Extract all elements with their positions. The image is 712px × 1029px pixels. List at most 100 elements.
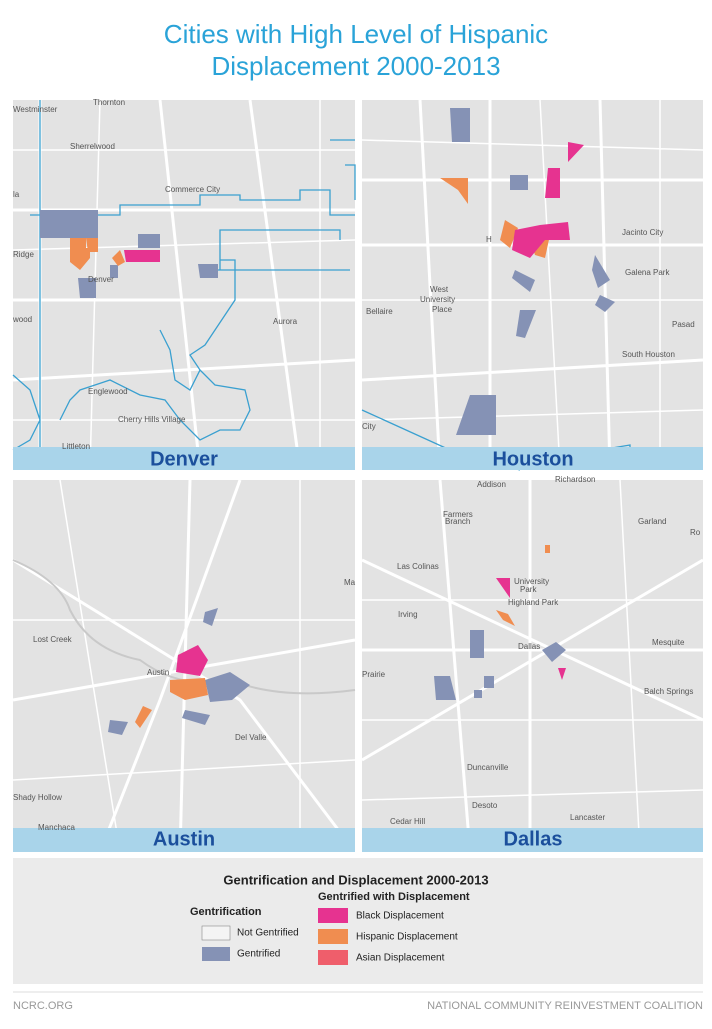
place-label: Place: [432, 305, 453, 314]
place-label: University: [420, 295, 455, 304]
place-label: Englewood: [88, 387, 128, 396]
title-line: Cities with High Level of Hispanic: [164, 19, 548, 49]
city-name: Houston: [492, 448, 573, 470]
place-label: Garland: [638, 517, 666, 526]
place-label: Balch Springs: [644, 687, 693, 696]
place-label: Del Valle: [235, 733, 267, 742]
place-label: Jacinto City: [622, 228, 663, 237]
place-label: Las Colinas: [397, 562, 439, 571]
footer-right: NATIONAL COMMUNITY REINVESTMENT COALITIO…: [427, 1000, 703, 1012]
place-label: Commerce City: [165, 185, 220, 194]
place-label: Desoto: [472, 801, 498, 810]
footer-left: NCRC.ORG: [13, 1000, 73, 1012]
legend-label: Hispanic Displacement: [356, 932, 458, 943]
austin-map: Ma Lost Creek Austin Del Valle Shady Hol…: [12, 479, 357, 853]
place-label: Austin: [147, 668, 169, 677]
place-label: Branch: [445, 517, 470, 526]
name-bar: [13, 447, 355, 470]
road: [12, 479, 356, 853]
tract-area: [124, 250, 160, 262]
name-bar: [13, 828, 355, 852]
dallas-map: Addison Richardson Farmers Branch Garlan…: [361, 475, 704, 853]
tract-area: [176, 645, 208, 676]
place-label: Prairie: [362, 670, 386, 679]
boundary: [12, 100, 356, 470]
road: [361, 479, 704, 853]
legend-label: Gentrified: [237, 949, 280, 960]
place-label: Pasad: [672, 320, 695, 329]
place-label: University: [514, 577, 549, 586]
legend-swatch: [318, 929, 348, 944]
place-label: Cedar Hill: [390, 817, 425, 826]
tract-area: [40, 210, 218, 298]
legend-title: Gentrification and Displacement 2000-201…: [223, 872, 488, 887]
place-label: Sherrelwood: [70, 142, 115, 151]
place-label: Highland Park: [508, 598, 559, 607]
place-label: Littleton: [62, 442, 90, 451]
tract-area: [135, 678, 208, 728]
place-label: Denver: [88, 275, 114, 284]
place-label: Addison: [477, 480, 506, 489]
name-bar: [362, 828, 703, 852]
place-label: South Houston: [622, 350, 675, 359]
place-label: wood: [12, 315, 32, 324]
legend-label: Black Displacement: [356, 911, 444, 922]
place-label: Park: [520, 585, 537, 594]
tract-area: [512, 142, 584, 258]
place-label: la: [13, 190, 20, 199]
legend-label: Asian Displacement: [356, 953, 445, 964]
place-label: Lost Creek: [33, 635, 73, 644]
place-label: Dallas: [518, 642, 540, 651]
place-label: H: [486, 235, 492, 244]
tract-area: [108, 608, 250, 735]
legend-label: Not Gentrified: [237, 928, 299, 939]
name-bar: [362, 447, 703, 470]
tract-area: [440, 178, 550, 258]
place-label: Irving: [398, 610, 418, 619]
place-label: Westminster: [13, 105, 58, 114]
title-line: Displacement 2000-2013: [211, 51, 500, 81]
place-label: Richardson: [555, 475, 595, 484]
place-label: Thornton: [93, 98, 125, 107]
denver-map: Westminster Thornton Sherrelwood la Comm…: [12, 98, 356, 470]
place-label: Ma: [344, 578, 356, 587]
tract-area: [70, 238, 125, 270]
legend-swatch: [201, 925, 231, 941]
tract-area: [434, 630, 566, 700]
tract-area: [450, 108, 615, 435]
road: [361, 99, 704, 471]
place-label: Duncanville: [467, 763, 509, 772]
legend-heading: Gentrified with Displacement: [318, 891, 470, 903]
place-label: City: [362, 422, 376, 431]
place-label: Galena Park: [625, 268, 670, 277]
city-name: Dallas: [504, 828, 563, 850]
road: [361, 479, 704, 853]
legend-heading: Gentrification: [190, 906, 262, 918]
place-label: West: [430, 285, 449, 294]
houston-map: Jacinto City Galena Park H West Universi…: [361, 99, 704, 471]
place-label: Ro: [690, 528, 701, 537]
place-label: Shady Hollow: [13, 793, 62, 802]
legend: Gentrification and Displacement 2000-201…: [13, 858, 703, 984]
legend-swatch: [13, 858, 703, 984]
legend-swatch: [318, 908, 348, 923]
place-label: Bellaire: [366, 307, 393, 316]
tract-area: [496, 578, 566, 680]
place-label: Farmers: [443, 510, 473, 519]
map-background: [362, 480, 703, 852]
map-background: [13, 100, 355, 470]
boundary: [12, 559, 356, 695]
place-label: Mesquite: [652, 638, 685, 647]
place-label: Ridge: [13, 250, 34, 259]
place-label: Manchaca: [38, 823, 75, 832]
place-label: Lancaster: [570, 813, 605, 822]
place-label: Aurora: [273, 317, 298, 326]
city-name: Austin: [153, 828, 215, 850]
place-label: Cherry Hills Village: [118, 415, 186, 424]
legend-swatch: [318, 950, 348, 965]
city-name: Denver: [150, 448, 218, 470]
legend-swatch: [202, 947, 230, 961]
